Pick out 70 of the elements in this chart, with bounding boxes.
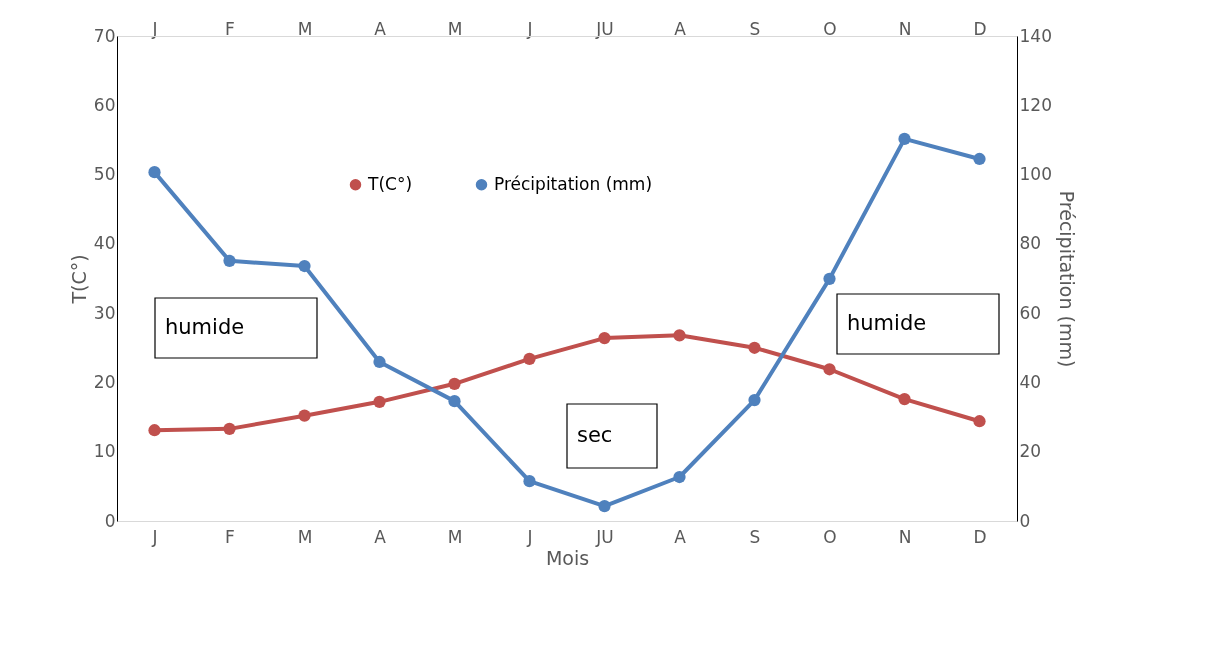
point: [973, 152, 986, 166]
y-tick-label: 20: [93, 371, 116, 392]
point: [373, 355, 386, 369]
category-label: JU: [596, 526, 614, 547]
x-tick-label: N: [898, 18, 912, 39]
y2-tick-label: 120: [1019, 94, 1052, 115]
point: [148, 166, 161, 179]
y-tick-label: 50: [93, 164, 116, 185]
category-label: M: [447, 526, 463, 547]
category-label: O: [823, 526, 837, 547]
legend-label: Précipitation (mm): [494, 173, 653, 194]
x-tick-label: M: [297, 18, 313, 39]
legend-label: T(C°): [367, 173, 413, 194]
y2-tick-label: 40: [1019, 371, 1042, 392]
point: [298, 409, 311, 422]
y2-tick-label: 100: [1019, 164, 1052, 185]
point: [898, 132, 911, 145]
point: [298, 259, 311, 273]
y2-tick-label: 0: [1019, 510, 1031, 531]
y-tick-label: 60: [93, 94, 116, 115]
y-tick-label: 70: [93, 25, 116, 46]
x-tick-label: F: [225, 18, 235, 39]
y2-tick-label: 140: [1019, 25, 1052, 46]
y-tick-label: 10: [93, 441, 116, 462]
point: [823, 272, 836, 285]
y2-tick-label: 20: [1019, 441, 1042, 462]
point: [673, 470, 686, 484]
category-label: F: [225, 526, 235, 547]
y2-tick-label: 80: [1019, 233, 1042, 254]
annotation: humide: [847, 311, 927, 335]
category-label: S: [749, 526, 761, 547]
point: [523, 352, 536, 365]
point: [223, 422, 236, 435]
x-tick-label: JU: [595, 18, 614, 39]
x-tick-label: M: [447, 18, 463, 39]
x-tick-label: O: [823, 18, 837, 39]
y2-tick-label: 60: [1019, 302, 1042, 323]
x-tick-label: D: [973, 18, 987, 39]
y-axis-title: T(C°): [67, 254, 90, 305]
point: [523, 475, 536, 488]
point: [373, 395, 386, 408]
point: [448, 377, 461, 390]
point: [823, 363, 836, 376]
category-label: A: [674, 526, 686, 547]
category-label: M: [297, 526, 313, 547]
category-label: J: [527, 526, 533, 547]
point: [748, 341, 761, 354]
category-label: J: [152, 526, 158, 547]
point: [748, 393, 761, 407]
y2-axis-title: Précipitation (mm): [1055, 190, 1078, 368]
annotation: humide: [165, 315, 245, 339]
x-tick-label: A: [374, 18, 387, 39]
x-tick-label: A: [674, 18, 687, 39]
annotation: sec: [577, 423, 613, 447]
point: [973, 415, 986, 428]
y-tick-label: 0: [104, 510, 116, 531]
point: [598, 499, 611, 513]
point: [598, 331, 611, 345]
category-label: A: [374, 526, 386, 547]
y-tick-label: 30: [93, 302, 116, 323]
point: [448, 395, 461, 408]
point: [223, 254, 236, 267]
category-label: D: [973, 526, 987, 547]
y-tick-label: 40: [93, 233, 116, 254]
point: [148, 424, 161, 437]
point: [673, 329, 686, 342]
point: [898, 392, 911, 406]
x-tick-label: S: [749, 18, 761, 39]
category-label: N: [898, 526, 912, 547]
x-axis-title: Mois: [545, 546, 590, 569]
